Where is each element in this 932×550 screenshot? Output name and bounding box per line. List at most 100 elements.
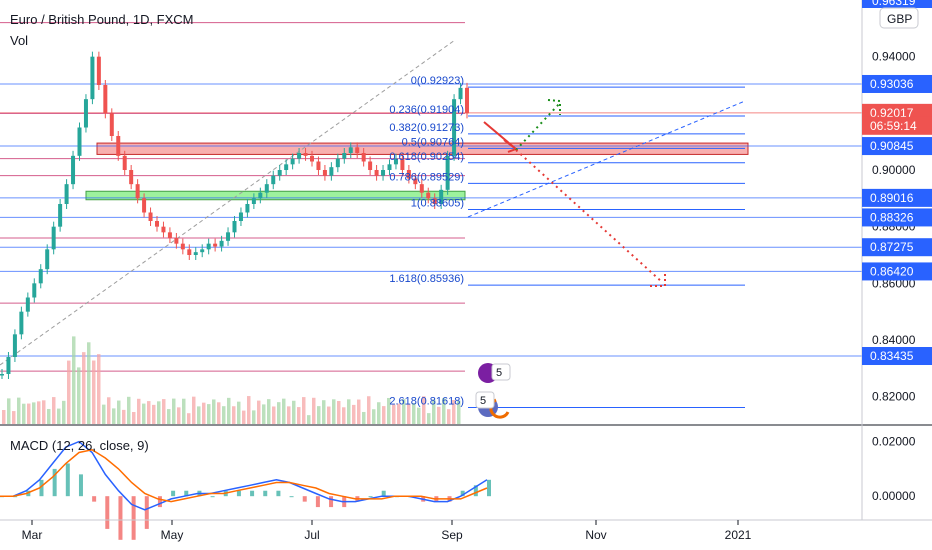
volume-bar — [117, 400, 121, 424]
time-tick-label: Mar — [22, 528, 43, 542]
candle-body — [90, 56, 95, 100]
candle-body — [12, 334, 17, 357]
volume-bar — [282, 398, 286, 424]
candle-body — [38, 269, 43, 284]
macd-histogram-bar — [52, 468, 57, 497]
arrow-down-icon — [650, 272, 666, 287]
trendline-layer — [0, 39, 746, 366]
candle-body — [258, 192, 263, 199]
fib-label: 0.382(0.91273) — [389, 122, 464, 134]
candle-body — [83, 99, 88, 128]
price-tag — [862, 347, 932, 366]
volume-bar — [112, 408, 116, 424]
volume-bar — [107, 397, 111, 424]
candle-body — [368, 161, 373, 170]
price-tick-label: 0.94000 — [872, 50, 916, 64]
candle-body — [303, 153, 308, 156]
volume-bar — [202, 402, 206, 424]
fib-label: 1(0.88605) — [411, 198, 464, 210]
volume-bar — [217, 402, 221, 424]
fib-label: 1.618(0.85936) — [389, 273, 464, 285]
volume-bar — [247, 396, 251, 424]
candle-body — [284, 164, 289, 170]
macd-histogram-bar — [276, 490, 281, 497]
candle-body — [122, 155, 127, 170]
candle-body — [342, 153, 347, 159]
volume-bar — [367, 396, 371, 424]
candle-body — [109, 113, 114, 136]
macd-histogram-bar — [315, 496, 320, 508]
candle-body — [426, 192, 431, 199]
volume-bar — [242, 410, 246, 424]
candle-body — [148, 212, 153, 221]
volume-bar — [432, 399, 436, 424]
volume-bar — [342, 407, 346, 424]
candle-body — [290, 158, 295, 165]
candle-body — [103, 85, 108, 114]
fib-label: 0(0.92923) — [411, 75, 464, 87]
volume-bar — [292, 400, 296, 424]
volume-bar — [77, 367, 81, 424]
candle-body — [393, 158, 398, 165]
candle-body — [381, 170, 386, 176]
currency-button[interactable] — [879, 7, 919, 29]
volume-bar — [332, 399, 336, 424]
volume-bar — [157, 401, 161, 424]
volume-bar — [357, 399, 361, 424]
candle-body — [335, 158, 340, 168]
candle-body — [135, 184, 140, 199]
price-tag-text: 0.93036 — [870, 77, 914, 91]
price-tag — [862, 238, 932, 257]
fibonacci-layer: 0(0.92923) 0.236(0.91904) 0.382(0.91273) 0.… — [389, 75, 745, 408]
macd-histogram-bar — [368, 496, 373, 498]
volume-bar — [222, 406, 226, 424]
candle-body — [452, 99, 457, 156]
volume-bar — [122, 409, 126, 424]
candle-body — [193, 252, 198, 255]
time-tick-label: Nov — [585, 528, 606, 542]
price-tag — [862, 208, 932, 227]
currency-label: GBP — [887, 12, 912, 26]
chart-title: Euro / British Pound, 1D, FXCM — [10, 12, 194, 27]
volume-bar — [132, 412, 136, 424]
time-axis[interactable]: Mar May Jul Sep Nov 2021 — [22, 520, 752, 542]
fib-label: 0.786(0.89529) — [389, 171, 464, 183]
volume-bar — [2, 410, 6, 424]
volume-bar — [167, 409, 171, 424]
candle-body — [206, 243, 211, 250]
macd-histogram-bar — [171, 490, 176, 497]
candle-body — [322, 170, 327, 176]
volume-bar — [137, 398, 141, 424]
candle-body — [155, 221, 159, 227]
candle-body — [238, 212, 243, 221]
volume-bar — [442, 398, 446, 424]
event-badge-1[interactable]: 5 — [478, 363, 511, 383]
candle-body — [142, 198, 147, 213]
candle-body — [465, 87, 469, 114]
candle-body — [374, 170, 379, 176]
volume-bar — [387, 397, 391, 424]
candle-body — [167, 232, 172, 238]
volume-bar — [297, 407, 301, 424]
candle-body — [361, 153, 366, 162]
candle-body — [129, 170, 134, 185]
trendline-dashed — [0, 39, 456, 366]
macd-histogram-bar — [78, 474, 83, 497]
volume-bar — [52, 397, 56, 424]
volume-bar — [127, 396, 131, 424]
volume-bar — [152, 404, 156, 424]
price-tag — [862, 262, 932, 281]
candle-body — [213, 243, 218, 247]
event-badge-2[interactable]: 5 — [475, 391, 510, 419]
volume-bar — [182, 398, 186, 424]
candle-body — [277, 170, 282, 176]
candle-body — [219, 240, 224, 247]
time-tick-label: May — [161, 528, 184, 542]
volume-bar — [402, 399, 406, 424]
candle-body — [6, 357, 11, 374]
price-tag-text: 0.83435 — [870, 349, 914, 363]
top-price-text: 0.96319 — [872, 0, 916, 8]
